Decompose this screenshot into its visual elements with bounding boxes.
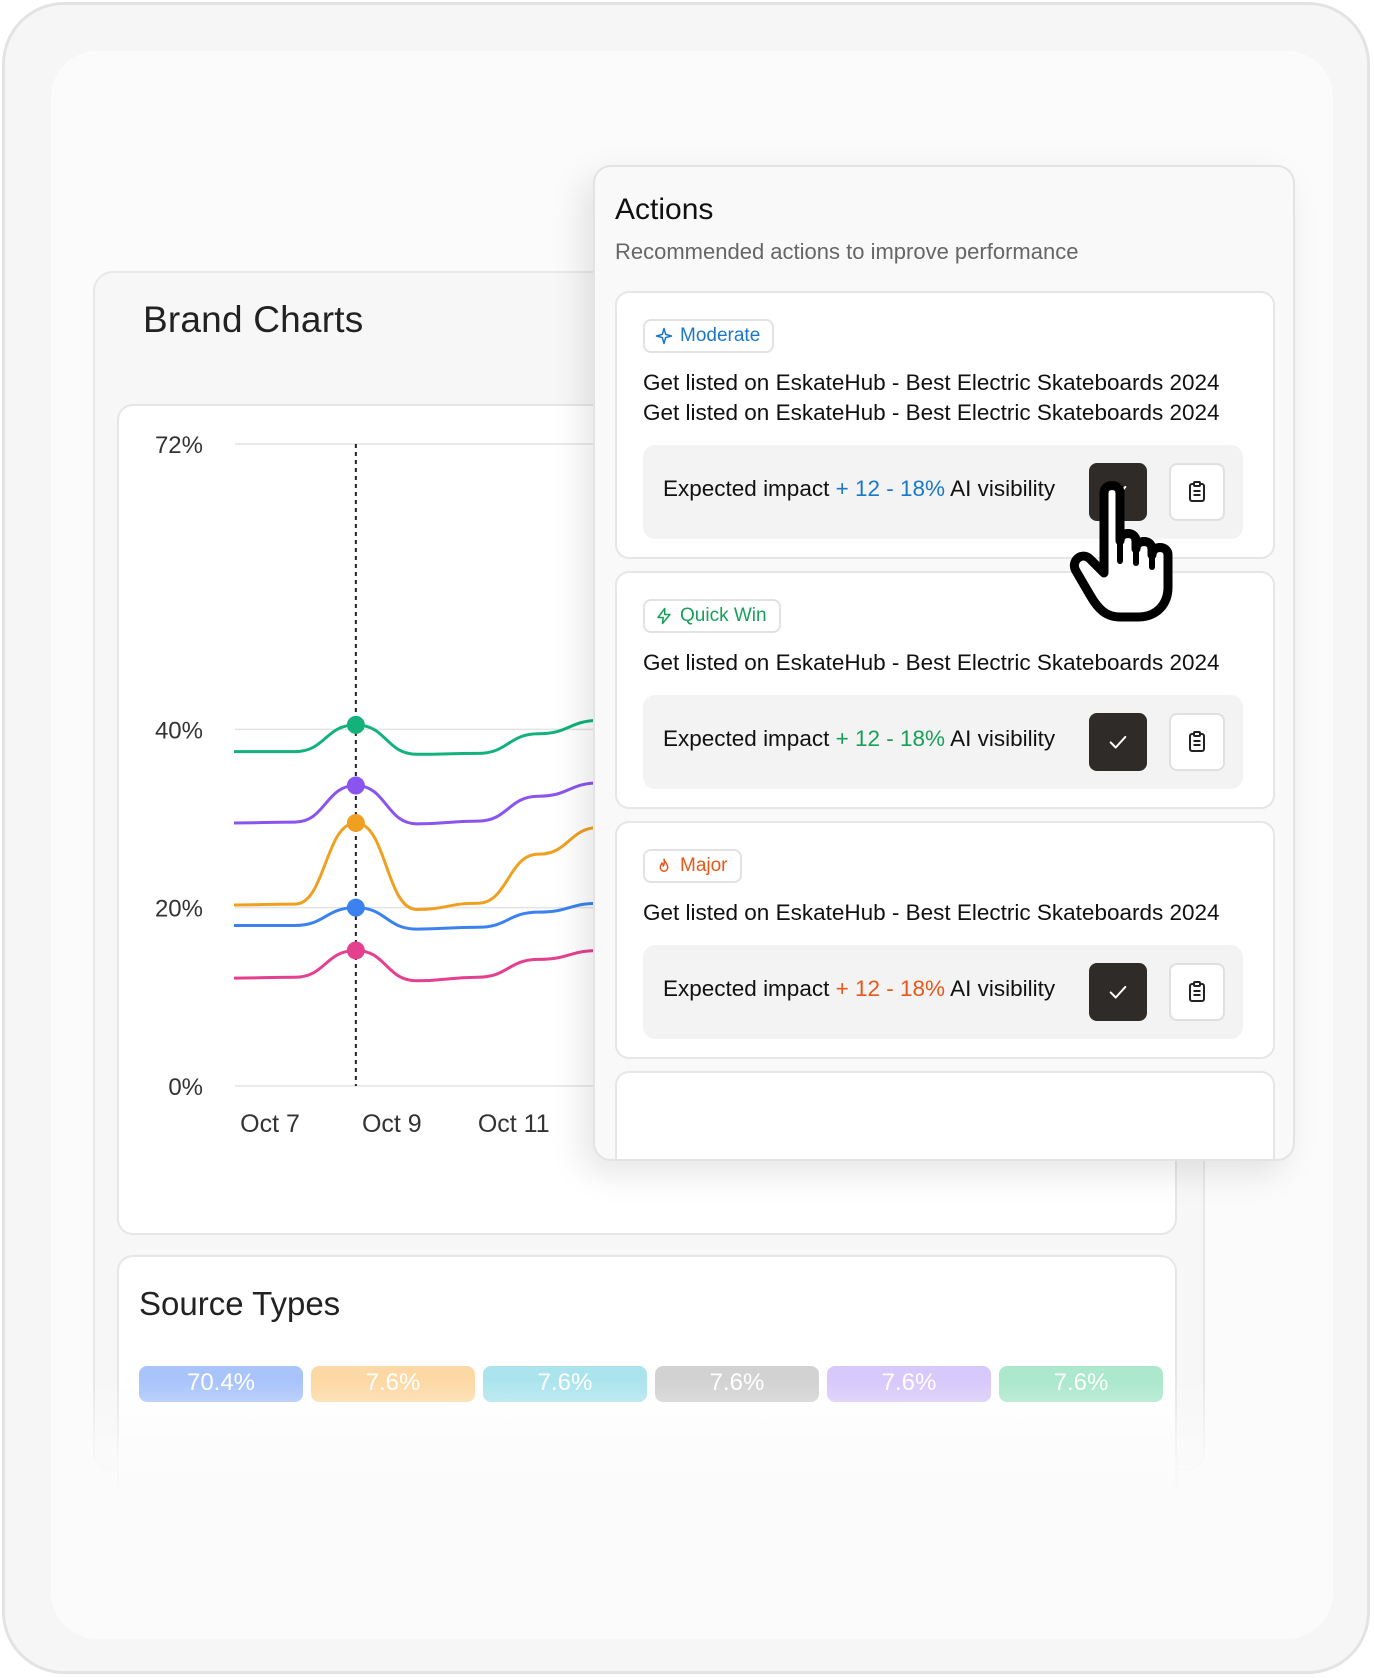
brand-charts-title: Brand Charts <box>143 299 364 340</box>
clipboard-icon <box>1189 481 1205 502</box>
impact-box: Expected impact + 12 - 18% AI visibility <box>643 695 1243 789</box>
impact-label: Expected impact <box>663 976 830 1001</box>
y-tick-label: 20% <box>155 896 203 923</box>
action-card: Quick Win Get listed on EskateHub - Best… <box>615 571 1275 809</box>
y-tick-label: 0% <box>168 1074 203 1101</box>
series-line <box>233 948 600 983</box>
series-line <box>233 821 600 911</box>
clipboard-button[interactable] <box>1169 463 1225 521</box>
series-line <box>233 781 600 826</box>
clipboard-button[interactable] <box>1169 713 1225 771</box>
clipboard-icon <box>1189 981 1205 1002</box>
check-icon <box>1109 735 1127 749</box>
series-point <box>346 715 365 734</box>
badge-moderate: Moderate <box>643 319 775 353</box>
check-icon <box>1109 985 1127 999</box>
action-title-line: Get listed on EskateHub - Best Electric … <box>643 370 1220 395</box>
impact-range: + 12 - 18% <box>835 976 946 1001</box>
impact-label: Expected impact <box>663 726 830 751</box>
impact-suffix: AI visibility <box>950 976 1056 1001</box>
impact-range: + 12 - 18% <box>835 476 946 501</box>
action-title-line: Get listed on EskateHub - Best Electric … <box>643 900 1220 925</box>
series-point <box>346 776 365 795</box>
source-types-title: Source Types <box>139 1285 341 1322</box>
badge-label: Moderate <box>680 325 761 346</box>
action-title-line: Get listed on EskateHub - Best Electric … <box>643 400 1220 425</box>
impact-text: Expected impact + 12 - 18% AI visibility <box>663 476 1055 502</box>
badge-label: Quick Win <box>680 605 767 626</box>
sparkle-icon <box>655 327 673 345</box>
bottom-fade <box>51 1381 1333 1639</box>
action-card: Moderate Get listed on EskateHub - Best … <box>615 291 1275 559</box>
badge-quick-win: Quick Win <box>643 599 781 633</box>
clipboard-button[interactable] <box>1169 963 1225 1021</box>
actions-panel: Actions Recommended actions to improve p… <box>593 165 1295 1161</box>
impact-suffix: AI visibility <box>950 476 1056 501</box>
impact-box: Expected impact + 12 - 18% AI visibility <box>643 945 1243 1039</box>
actions-subtitle: Recommended actions to improve performan… <box>615 239 1079 264</box>
x-tick-label: Oct 7 <box>240 1110 300 1138</box>
badge-label: Major <box>680 855 728 876</box>
series-line <box>234 718 600 756</box>
impact-label: Expected impact <box>663 476 830 501</box>
bolt-icon <box>657 607 671 625</box>
hand-pointer-icon <box>1070 481 1173 622</box>
impact-text: Expected impact + 12 - 18% AI visibility <box>663 976 1055 1002</box>
impact-text: Expected impact + 12 - 18% AI visibility <box>663 726 1055 752</box>
series-point <box>346 813 365 832</box>
impact-range: + 12 - 18% <box>835 726 946 751</box>
x-tick-label: Oct 9 <box>362 1110 422 1138</box>
y-tick-label: 72% <box>155 432 203 459</box>
impact-box: Expected impact + 12 - 18% AI visibility <box>643 445 1243 539</box>
x-tick-label: Oct 11 <box>478 1110 550 1138</box>
action-card: Major Get listed on EskateHub - Best Ele… <box>615 821 1275 1059</box>
series-point <box>346 898 365 917</box>
accept-button[interactable] <box>1089 963 1147 1021</box>
accept-button[interactable] <box>1089 713 1147 771</box>
flame-icon <box>659 858 669 872</box>
y-tick-label: 40% <box>155 717 203 744</box>
action-title-line: Get listed on EskateHub - Best Electric … <box>643 650 1220 675</box>
app-screen: Brand Charts 72% 40% 20% 0% Oct 7 Oct 9 Oct 11… <box>51 51 1333 1639</box>
series-point <box>346 941 365 960</box>
clipboard-icon <box>1189 731 1205 752</box>
actions-title: Actions <box>615 193 714 226</box>
impact-suffix: AI visibility <box>950 726 1056 751</box>
series-line <box>234 901 600 931</box>
badge-major: Major <box>643 849 742 883</box>
action-card <box>615 1071 1275 1159</box>
